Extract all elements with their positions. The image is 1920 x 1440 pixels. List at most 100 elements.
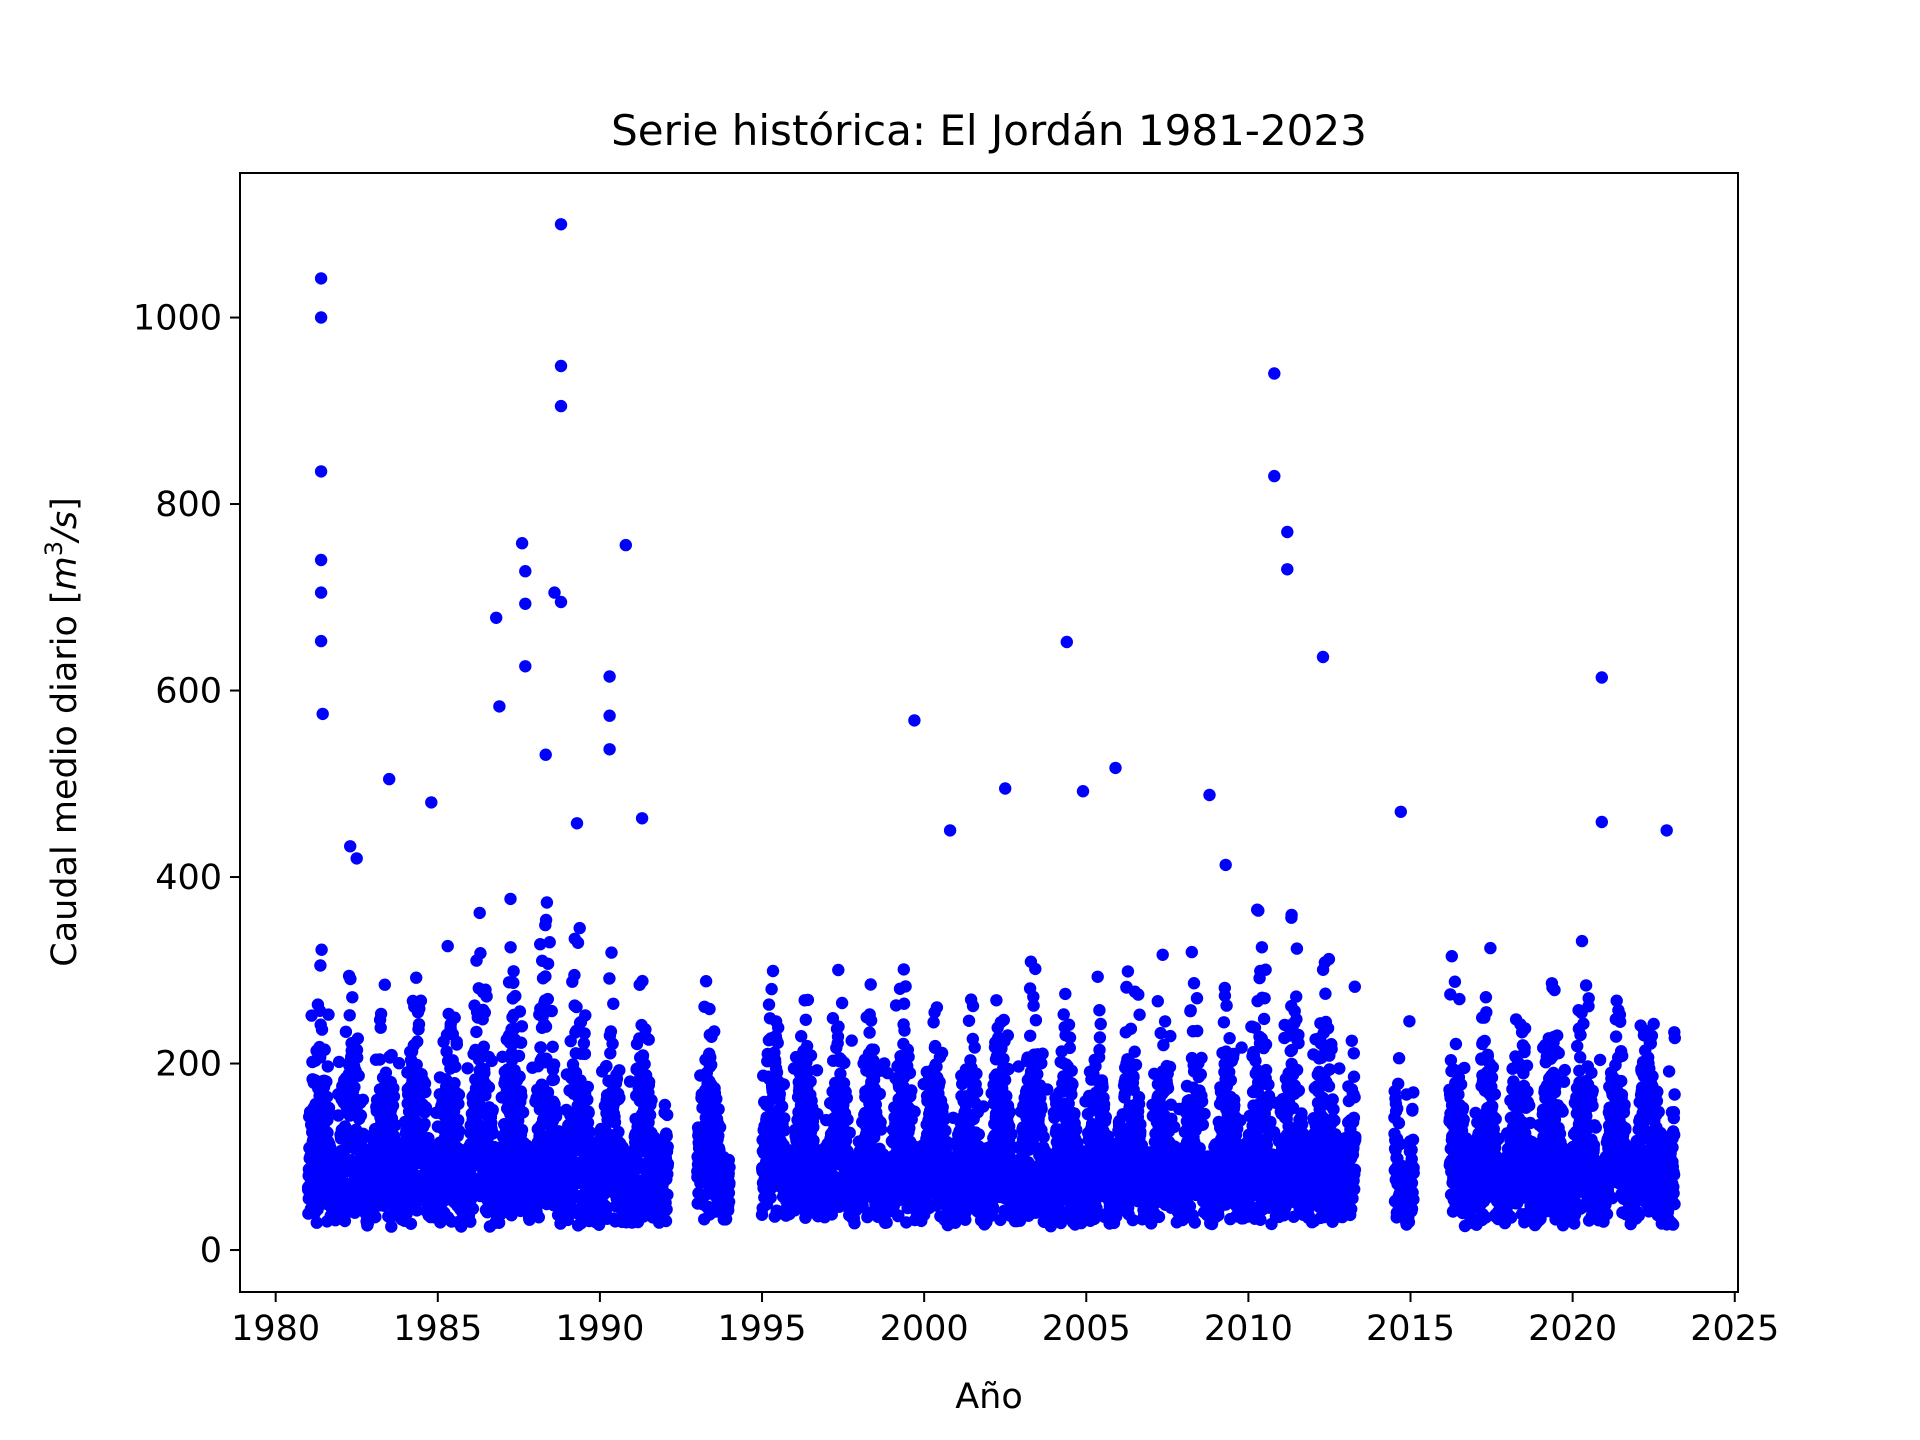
data-point — [392, 1057, 406, 1070]
data-point — [343, 1009, 356, 1022]
data-point — [804, 1049, 818, 1062]
data-point — [369, 1210, 382, 1224]
data-point — [607, 997, 620, 1010]
data-point — [410, 971, 423, 984]
data-point — [902, 1050, 915, 1064]
data-point — [310, 1216, 323, 1229]
data-point — [404, 1217, 418, 1231]
data-point — [848, 1217, 861, 1230]
data-point — [1005, 1128, 1018, 1141]
data-point — [1070, 1123, 1083, 1136]
data-point — [583, 1125, 597, 1139]
data-point — [315, 1023, 329, 1036]
data-point — [568, 968, 581, 982]
data-point — [387, 1090, 401, 1103]
data-point — [318, 1043, 331, 1056]
data-point — [638, 1057, 651, 1071]
data-point — [645, 1094, 658, 1107]
data-point — [838, 1056, 851, 1070]
data-point — [339, 1025, 353, 1039]
data-point — [389, 1119, 402, 1132]
data-point — [482, 1081, 496, 1094]
data-point — [351, 1032, 364, 1045]
data-point — [486, 1103, 499, 1117]
data-point — [775, 1100, 789, 1113]
data-point — [478, 1066, 491, 1080]
data-point — [1003, 1105, 1016, 1119]
data-point — [378, 978, 391, 991]
data-point — [661, 1157, 675, 1170]
data-point — [320, 1075, 333, 1088]
data-point — [903, 1066, 917, 1080]
data-point — [452, 1113, 465, 1127]
data-point — [972, 1128, 985, 1141]
data-point — [412, 1018, 426, 1031]
data-point — [1029, 1014, 1043, 1027]
data-point — [832, 963, 845, 977]
data-point — [966, 999, 980, 1013]
data-point — [939, 1124, 952, 1138]
data-point — [807, 1120, 820, 1134]
data-point — [778, 1124, 791, 1137]
data-point — [936, 1100, 949, 1114]
data-point — [764, 1191, 777, 1204]
data-point — [962, 1014, 976, 1027]
data-point — [772, 1021, 785, 1034]
data-point — [504, 941, 517, 954]
data-point — [605, 946, 618, 959]
data-point — [642, 1033, 655, 1046]
data-point — [703, 1002, 716, 1016]
data-point — [603, 972, 616, 985]
data-point — [905, 1084, 918, 1097]
data-point — [968, 1041, 981, 1054]
data-point — [515, 1123, 529, 1137]
data-point — [344, 972, 357, 986]
data-point — [771, 1036, 784, 1050]
data-point — [986, 1201, 1000, 1214]
data-point — [485, 1054, 498, 1068]
data-point — [840, 1091, 853, 1105]
data-point — [354, 1109, 368, 1122]
data-point — [356, 1093, 370, 1107]
data-point — [832, 1020, 845, 1033]
data-point — [660, 1129, 673, 1143]
data-point — [582, 1106, 595, 1120]
data-point — [509, 989, 522, 1003]
data-point — [801, 993, 815, 1007]
data-point — [379, 1066, 393, 1079]
data-point — [473, 906, 486, 920]
data-point — [541, 992, 554, 1006]
data-point — [545, 1004, 558, 1018]
data-point — [874, 1123, 888, 1136]
data-point — [578, 1047, 592, 1061]
data-point — [713, 1121, 727, 1134]
data-point — [1029, 962, 1042, 976]
data-point — [321, 1060, 334, 1073]
data-point — [863, 1026, 876, 1039]
data-point — [578, 1027, 591, 1040]
data-point — [766, 964, 780, 978]
data-point — [723, 1176, 736, 1190]
data-point — [546, 1040, 559, 1054]
data-point — [464, 1215, 477, 1228]
data-point — [418, 1117, 431, 1131]
data-point — [1027, 999, 1040, 1012]
data-point — [1063, 1031, 1077, 1044]
data-point — [799, 1013, 812, 1026]
data-point — [1001, 1029, 1014, 1042]
data-point — [547, 1058, 561, 1071]
data-point — [322, 1008, 335, 1021]
data-point — [864, 978, 877, 991]
data-point — [990, 994, 1003, 1007]
data-point — [1059, 987, 1072, 1001]
data-point — [722, 1195, 736, 1209]
data-point — [373, 1053, 386, 1066]
data-point — [699, 975, 713, 988]
data-point — [570, 817, 584, 830]
data-point — [606, 1037, 619, 1050]
data-point — [1036, 1047, 1049, 1060]
data-point — [899, 980, 912, 993]
data-point — [514, 1036, 528, 1049]
data-point — [504, 892, 517, 906]
data-point — [997, 1013, 1010, 1027]
